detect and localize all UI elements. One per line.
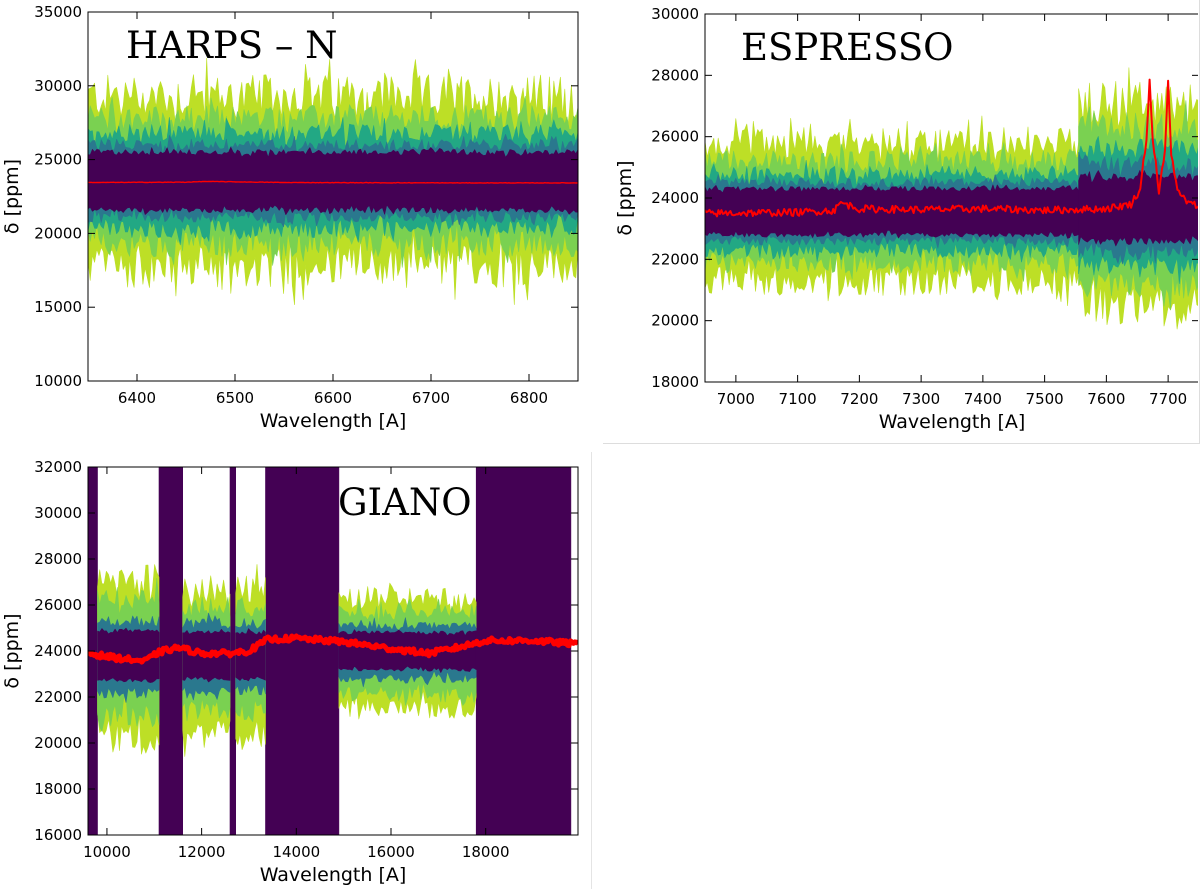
x-tick-label: 6500 [216, 389, 254, 407]
espresso-panel: 7000 7100 7200 7300 7400 7500 7600 7700 18000 200… [603, 0, 1200, 444]
harps-n-chart: 6400 6500 6600 6700 6800 10000 15000 20000 25000… [1, 3, 579, 432]
x-tick-label: 7600 [1087, 390, 1125, 408]
noise-band-dark-3 [265, 467, 340, 835]
y-tick-label: 22000 [651, 250, 699, 268]
y-tick-label: 28000 [34, 550, 82, 568]
x-tick-label: 7700 [1149, 390, 1187, 408]
y-tick-label: 32000 [34, 458, 82, 476]
x-tick-label: 7500 [1026, 390, 1064, 408]
instrument-label: HARPS – N [126, 24, 338, 67]
instrument-label: GIANO [338, 481, 472, 524]
x-axis-label: Wavelength [A] [260, 864, 407, 886]
x-tick-label: 6600 [314, 389, 352, 407]
x-tick-label: 16000 [367, 843, 415, 861]
giano-panel: 10000 12000 14000 16000 18000 16000 18000 20000… [0, 452, 592, 889]
x-tick-label: 14000 [272, 843, 320, 861]
x-tick-label: 6400 [118, 389, 156, 407]
y-tick-label: 24000 [34, 642, 82, 660]
harps-n-panel: 6400 6500 6600 6700 6800 10000 15000 20000 25000… [0, 0, 592, 440]
y-tick-label: 18000 [34, 780, 82, 798]
model-line [88, 180, 578, 184]
noise-band-dark-1 [1078, 170, 1198, 247]
x-tick-label: 6800 [510, 389, 548, 407]
x-tick-label: 7300 [902, 390, 940, 408]
x-tick-label: 12000 [178, 843, 226, 861]
y-axis-label: δ [ppm] [1, 613, 23, 688]
espresso-chart: 7000 7100 7200 7300 7400 7500 7600 7700 18000 200… [614, 5, 1198, 433]
y-tick-label: 30000 [34, 77, 82, 95]
noise-band-dark-0 [88, 146, 578, 215]
y-axis-label: δ [ppm] [1, 159, 23, 234]
x-tick-label: 7000 [717, 390, 755, 408]
noise-band-dark-4 [475, 467, 572, 835]
x-axis-label: Wavelength [A] [879, 411, 1026, 433]
x-tick-label: 10000 [83, 843, 131, 861]
model-line [88, 633, 578, 665]
y-tick-label: 20000 [34, 224, 82, 242]
y-tick-label: 30000 [34, 504, 82, 522]
y-tick-label: 35000 [34, 3, 82, 21]
y-tick-label: 30000 [651, 5, 699, 23]
giano-chart: 10000 12000 14000 16000 18000 16000 18000 20000… [1, 458, 579, 886]
y-tick-label: 20000 [651, 312, 699, 330]
y-tick-label: 28000 [651, 66, 699, 84]
instrument-label: ESPRESSO [741, 26, 954, 69]
y-tick-label: 22000 [34, 688, 82, 706]
y-tick-label: 25000 [34, 151, 82, 169]
y-tick-label: 15000 [34, 298, 82, 316]
y-tick-label: 16000 [34, 826, 82, 844]
y-tick-label: 26000 [34, 596, 82, 614]
y-tick-label: 24000 [651, 189, 699, 207]
x-tick-label: 7200 [840, 390, 878, 408]
y-tick-label: 26000 [651, 128, 699, 146]
x-tick-label: 7100 [779, 390, 817, 408]
y-tick-label: 18000 [651, 373, 699, 391]
y-tick-label: 20000 [34, 734, 82, 752]
x-axis-label: Wavelength [A] [260, 410, 407, 432]
x-tick-label: 6700 [412, 389, 450, 407]
y-axis-label: δ [ppm] [614, 160, 636, 235]
y-tick-label: 10000 [34, 372, 82, 390]
model-line [705, 78, 1198, 218]
x-tick-label: 18000 [462, 843, 510, 861]
x-tick-label: 7400 [964, 390, 1002, 408]
